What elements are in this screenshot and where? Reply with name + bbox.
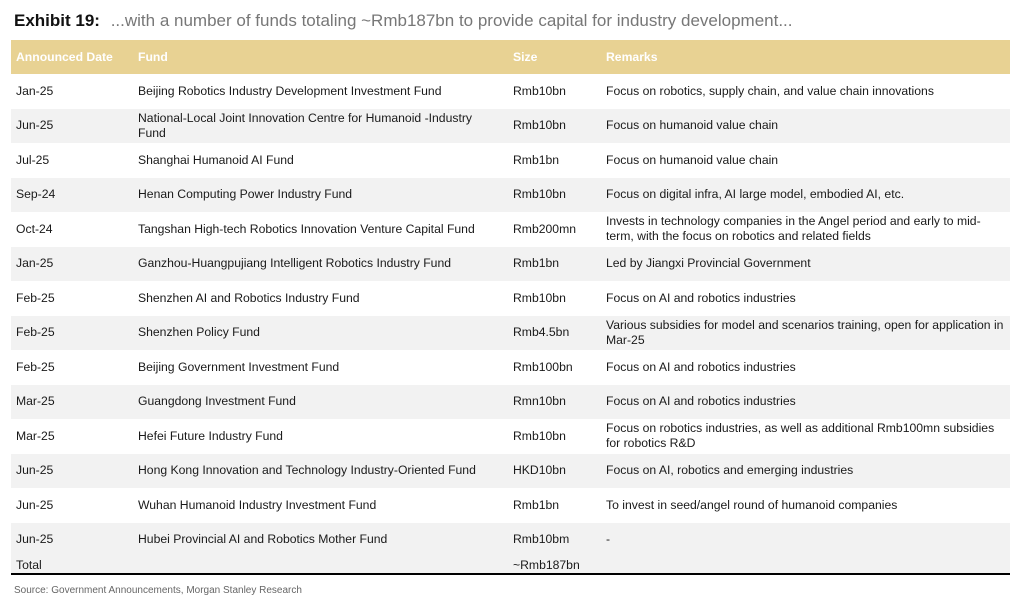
total-label: Total [11,557,133,575]
cell-fund: Beijing Robotics Industry Development In… [133,74,508,109]
cell-fund: Shenzhen AI and Robotics Industry Fund [133,281,508,316]
cell-fund: Guangdong Investment Fund [133,384,508,419]
cell-remarks: Focus on robotics, supply chain, and val… [601,74,1010,109]
cell-fund: Tangshan High-tech Robotics Innovation V… [133,212,508,247]
header-remarks: Remarks [601,40,1010,74]
header-fund: Fund [133,40,508,74]
exhibit-title: Exhibit 19: ...with a number of funds to… [14,9,1014,33]
cell-size: Rmb10bn [508,108,601,143]
cell-size: Rmb100bn [508,350,601,385]
cell-size: Rmb1bn [508,488,601,523]
exhibit-title-text: ...with a number of funds totaling ~Rmb1… [110,11,793,30]
cell-remarks: Focus on humanoid value chain [601,108,1010,143]
cell-remarks: Focus on robotics industries, as well as… [601,419,1010,454]
total-remarks-cell [601,557,1010,575]
cell-size: Rmb10bn [508,281,601,316]
cell-remarks: To invest in seed/angel round of humanoi… [601,488,1010,523]
cell-announced-date: Oct-24 [11,212,133,247]
table-row: Feb-25 Shenzhen AI and Robotics Industry … [11,281,1010,316]
cell-remarks: Focus on AI and robotics industries [601,281,1010,316]
cell-size: Rmn10bn [508,384,601,419]
cell-size: Rmb1bn [508,246,601,281]
cell-remarks: Invests in technology companies in the A… [601,212,1010,247]
cell-fund: Wuhan Humanoid Industry Investment Fund [133,488,508,523]
table-row: Mar-25 Guangdong Investment Fund Rmn10bn Fo… [11,384,1010,419]
total-fund-cell [133,557,508,575]
cell-announced-date: Jun-25 [11,453,133,488]
cell-size: Rmb10bn [508,74,601,109]
funds-table: Announced Date Fund Size Remarks Jan-25 B… [11,40,1010,575]
cell-fund: Henan Computing Power Industry Fund [133,177,508,212]
table-row: Sep-24 Henan Computing Power Industry Fun… [11,177,1010,212]
header-row: Announced Date Fund Size Remarks [11,40,1010,74]
table-row: Feb-25 Shenzhen Policy Fund Rmb4.5bn Variou… [11,315,1010,350]
cell-size: Rmb4.5bn [508,315,601,350]
total-size: ~Rmb187bn [508,557,601,575]
table-row: Jun-25 Wuhan Humanoid Industry Investment… [11,488,1010,523]
cell-remarks: Various subsidies for model and scenario… [601,315,1010,350]
cell-announced-date: Jan-25 [11,246,133,281]
cell-announced-date: Sep-24 [11,177,133,212]
cell-fund: Beijing Government Investment Fund [133,350,508,385]
table-row: Mar-25 Hefei Future Industry Fund Rmb10bn F… [11,419,1010,454]
cell-announced-date: Feb-25 [11,315,133,350]
table-row: Jun-25 National-Local Joint Innovation Ce… [11,108,1010,143]
table-row: Jan-25 Ganzhou-Huangpujiang Intelligent R… [11,246,1010,281]
cell-announced-date: Jun-25 [11,488,133,523]
cell-remarks: Focus on humanoid value chain [601,143,1010,178]
table-row: Jun-25 Hong Kong Innovation and Technolog… [11,453,1010,488]
table-row: Feb-25 Beijing Government Investment Fund… [11,350,1010,385]
cell-remarks: Focus on digital infra, AI large model, … [601,177,1010,212]
cell-remarks: Focus on AI, robotics and emerging indus… [601,453,1010,488]
cell-announced-date: Mar-25 [11,384,133,419]
table-row: Oct-24 Tangshan High-tech Robotics Innova… [11,212,1010,247]
cell-size: Rmb10bn [508,177,601,212]
cell-remarks: Led by Jiangxi Provincial Government [601,246,1010,281]
cell-remarks: Focus on AI and robotics industries [601,350,1010,385]
source-note: Source: Government Announcements, Morgan… [14,585,302,596]
cell-size: HKD10bn [508,453,601,488]
cell-fund: Hefei Future Industry Fund [133,419,508,454]
cell-announced-date: Mar-25 [11,419,133,454]
cell-fund: National-Local Joint Innovation Centre f… [133,108,508,143]
exhibit-label: Exhibit 19: [14,11,100,30]
cell-size: Rmb10bm [508,522,601,557]
cell-fund: Shenzhen Policy Fund [133,315,508,350]
cell-announced-date: Jul-25 [11,143,133,178]
cell-remarks: - [601,522,1010,557]
cell-size: Rmb10bn [508,419,601,454]
total-row: Total ~Rmb187bn [11,557,1010,575]
table-row: Jul-25 Shanghai Humanoid AI Fund Rmb1bn Foc… [11,143,1010,178]
cell-size: Rmb1bn [508,143,601,178]
cell-fund: Shanghai Humanoid AI Fund [133,143,508,178]
cell-announced-date: Jan-25 [11,74,133,109]
cell-fund: Hong Kong Innovation and Technology Indu… [133,453,508,488]
cell-announced-date: Jun-25 [11,108,133,143]
cell-remarks: Focus on AI and robotics industries [601,384,1010,419]
cell-fund: Hubei Provincial AI and Robotics Mother … [133,522,508,557]
table-body: Jan-25 Beijing Robotics Industry Developm… [11,74,1010,575]
table-header: Announced Date Fund Size Remarks [11,40,1010,74]
cell-announced-date: Jun-25 [11,522,133,557]
table-row: Jan-25 Beijing Robotics Industry Developm… [11,74,1010,109]
cell-announced-date: Feb-25 [11,350,133,385]
cell-size: Rmb200mn [508,212,601,247]
cell-fund: Ganzhou-Huangpujiang Intelligent Robotic… [133,246,508,281]
table-row: Jun-25 Hubei Provincial AI and Robotics M… [11,522,1010,557]
header-size: Size [508,40,601,74]
header-announced-date: Announced Date [11,40,133,74]
cell-announced-date: Feb-25 [11,281,133,316]
